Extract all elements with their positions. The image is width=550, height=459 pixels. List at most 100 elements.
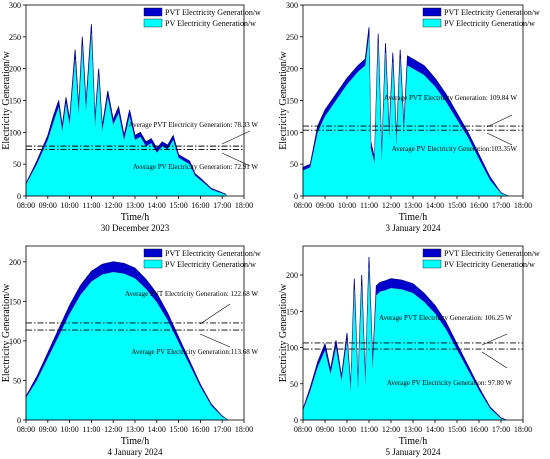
- y-tick-label: 200: [286, 271, 298, 280]
- x-tick-label: 17:00: [492, 425, 510, 434]
- average-pvt-label: Average PVT Electricity Generation: 78.3…: [129, 121, 259, 129]
- x-tick-label: 12:00: [382, 425, 400, 434]
- legend-swatch: [143, 259, 163, 269]
- pv-area: [302, 267, 507, 421]
- x-tick-label: 12:00: [382, 201, 400, 210]
- annotation-arrow: [481, 333, 508, 346]
- x-tick-label: 16:00: [191, 425, 209, 434]
- legend-swatch: [422, 259, 442, 269]
- x-tick-label: 16:00: [470, 201, 488, 210]
- pv-area: [302, 36, 509, 197]
- x-tick-label: 09:00: [39, 425, 57, 434]
- x-axis-label: Time/h: [399, 436, 428, 447]
- y-tick-label: 150: [286, 97, 298, 106]
- x-axis-label: Time/h: [399, 212, 428, 223]
- x-tick-label: 15:00: [448, 425, 466, 434]
- annotation-arrow: [486, 132, 513, 146]
- x-tick-label: 16:00: [470, 425, 488, 434]
- chart-caption: 4 January 2024: [108, 447, 163, 457]
- average-pv-label: Average PV Electricity Generation:103.35…: [392, 145, 518, 153]
- x-tick-label: 18:00: [235, 425, 253, 434]
- y-tick-label: 50: [290, 380, 298, 389]
- y-tick-label: 50: [13, 160, 21, 169]
- x-tick-label: 13:00: [404, 425, 422, 434]
- average-pvt-label: Average PVT Electricity Generation: 122.…: [125, 290, 258, 298]
- legend-label: PVT Electricity Generation/w: [444, 8, 540, 17]
- x-tick-label: 11:00: [82, 201, 100, 210]
- chart-panel-4: 08:00 09:00 10:00 11:00 12:00 13:00 14:00 15:00…: [278, 245, 540, 457]
- y-tick-label: 200: [9, 65, 21, 74]
- x-tick-label: 14:00: [426, 201, 444, 210]
- x-tick-label: 11:00: [360, 201, 378, 210]
- x-tick-label: 08:00: [294, 201, 312, 210]
- y-tick-label: 300: [286, 1, 298, 10]
- x-tick-label: 11:00: [82, 425, 100, 434]
- y-tick-label: 0: [294, 416, 298, 425]
- y-tick-label: 250: [9, 33, 21, 42]
- annotation-arrow: [199, 333, 231, 348]
- chart-panel-3: 08:00 09:00 10:00 11:00 12:00 13:00 14:00 15:00…: [1, 245, 261, 457]
- legend-label: PV Electricity Generation/w: [444, 260, 535, 269]
- x-tick-label: 17:00: [213, 201, 231, 210]
- x-tick-label: 18:00: [514, 201, 532, 210]
- x-tick-label: 17:00: [492, 201, 510, 210]
- legend-swatch: [143, 248, 163, 258]
- annotation-arrow: [486, 114, 513, 128]
- chart-panel-1: 08:00 09:00 10:00 11:00 12:00 13:00 14:00 15:00…: [1, 1, 261, 233]
- y-axis-label: Electricity Generation/w: [278, 50, 289, 149]
- x-tick-label: 14:00: [426, 425, 444, 434]
- x-tick-label: 10:00: [60, 201, 78, 210]
- x-tick-label: 14:00: [148, 425, 166, 434]
- legend-label: PVT Electricity Generation/w: [165, 249, 261, 258]
- y-tick-label: 50: [290, 160, 298, 169]
- annotation-arrow: [481, 351, 508, 369]
- y-tick-label: 100: [9, 128, 21, 137]
- y-axis-label: Electricity Generation/w: [278, 283, 289, 382]
- y-tick-label: 0: [17, 192, 21, 201]
- x-axis-label: Time/h: [121, 212, 150, 223]
- x-tick-label: 09:00: [39, 201, 57, 210]
- y-tick-label: 150: [9, 297, 21, 306]
- legend-label: PV Electricity Generation/w: [165, 19, 256, 28]
- annotation-arrow: [199, 303, 231, 325]
- x-tick-label: 13:00: [126, 425, 144, 434]
- x-tick-label: 18:00: [235, 201, 253, 210]
- x-tick-label: 09:00: [316, 425, 334, 434]
- x-tick-label: 15:00: [448, 201, 466, 210]
- y-tick-label: 150: [9, 97, 21, 106]
- pv-area: [25, 271, 229, 421]
- x-tick-label: 12:00: [104, 201, 122, 210]
- y-tick-label: 200: [9, 258, 21, 267]
- x-axis-label: Time/h: [121, 436, 150, 447]
- legend-swatch: [143, 7, 163, 17]
- legend-label: PVT Electricity Generation/w: [444, 249, 540, 258]
- x-tick-label: 13:00: [126, 201, 144, 210]
- y-axis-label: Electricity Generation/w: [1, 283, 12, 382]
- chart-panel-2: 08:00 09:00 10:00 11:00 12:00 13:00 14:00 15:00…: [278, 1, 540, 233]
- x-tick-label: 09:00: [316, 201, 334, 210]
- y-axis-label: Electricity Generation/w: [1, 50, 12, 149]
- y-tick-label: 100: [9, 337, 21, 346]
- legend-swatch: [143, 18, 163, 28]
- pv-area: [25, 33, 226, 197]
- x-tick-label: 12:00: [104, 425, 122, 434]
- chart-caption: 30 December 2023: [101, 223, 170, 233]
- y-tick-label: 0: [294, 192, 298, 201]
- x-tick-label: 10:00: [338, 201, 356, 210]
- x-tick-label: 08:00: [17, 201, 35, 210]
- average-pv-label: Average PV Electricity Generation: 72.91…: [133, 163, 259, 171]
- average-pvt-label: Average PVT Electricity Generation: 109.…: [384, 94, 517, 102]
- x-tick-label: 16:00: [191, 201, 209, 210]
- legend-label: PV Electricity Generation/w: [444, 19, 535, 28]
- legend-swatch: [422, 18, 442, 28]
- y-tick-label: 300: [9, 1, 21, 10]
- x-tick-label: 14:00: [148, 201, 166, 210]
- x-tick-label: 08:00: [17, 425, 35, 434]
- average-pvt-label: Average PVT Electricity Generation: 106.…: [379, 314, 512, 322]
- x-tick-label: 11:00: [360, 425, 378, 434]
- legend-label: PV Electricity Generation/w: [165, 260, 256, 269]
- legend-swatch: [422, 7, 442, 17]
- annotation-arrow: [221, 152, 251, 167]
- x-tick-label: 15:00: [169, 201, 187, 210]
